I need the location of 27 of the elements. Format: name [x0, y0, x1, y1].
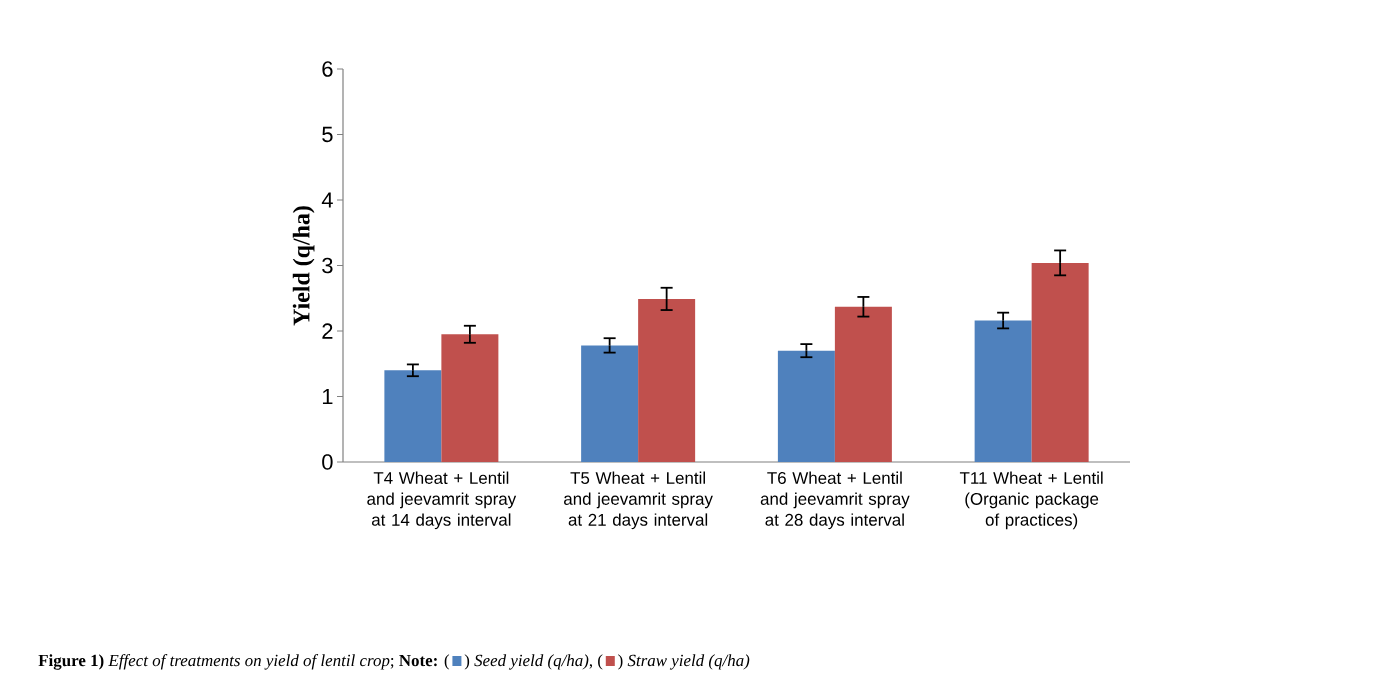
y-tick-label: 4: [321, 192, 333, 208]
y-tick-label: 1: [322, 388, 333, 405]
legend-label: Seed yield (q/ha): [474, 654, 589, 670]
y-tick-label: 2: [322, 323, 333, 339]
bar: [581, 345, 639, 463]
bar: [834, 306, 892, 463]
y-tick-label: 5: [322, 126, 333, 143]
y-tick-label: 6: [322, 61, 333, 77]
text: , (: [589, 654, 603, 670]
x-tick-label: T4 Wheat + Lentil and jeevamrit spray at 14 days interval: [367, 471, 517, 530]
x-tick-label: T11 Wheat + Lentil (Organic package of practices): [959, 471, 1103, 530]
bar: [384, 370, 442, 463]
bar: [1031, 262, 1089, 463]
x-tick-label: T6 Wheat + Lentil and jeevamrit spray at 28 days interval: [760, 471, 910, 530]
bar: [441, 334, 499, 463]
legend-label: Straw yield (q/ha): [627, 654, 750, 670]
text: Figure 1) Effect of treatments on yield of lentil crop; Note:: [38, 654, 437, 670]
x-tick-label: T5 Wheat + Lentil and jeevamrit spray at 21 days interval: [564, 471, 713, 530]
y-tick-label: 0: [322, 454, 333, 470]
text: (: [444, 654, 450, 670]
bar: [777, 350, 835, 463]
bar: [638, 298, 696, 463]
y-axis-title: Yield (q/ha): [292, 206, 315, 326]
bar: [974, 320, 1032, 463]
text: ): [464, 654, 470, 670]
text: ): [618, 654, 623, 670]
y-tick-label: 3: [322, 257, 333, 274]
